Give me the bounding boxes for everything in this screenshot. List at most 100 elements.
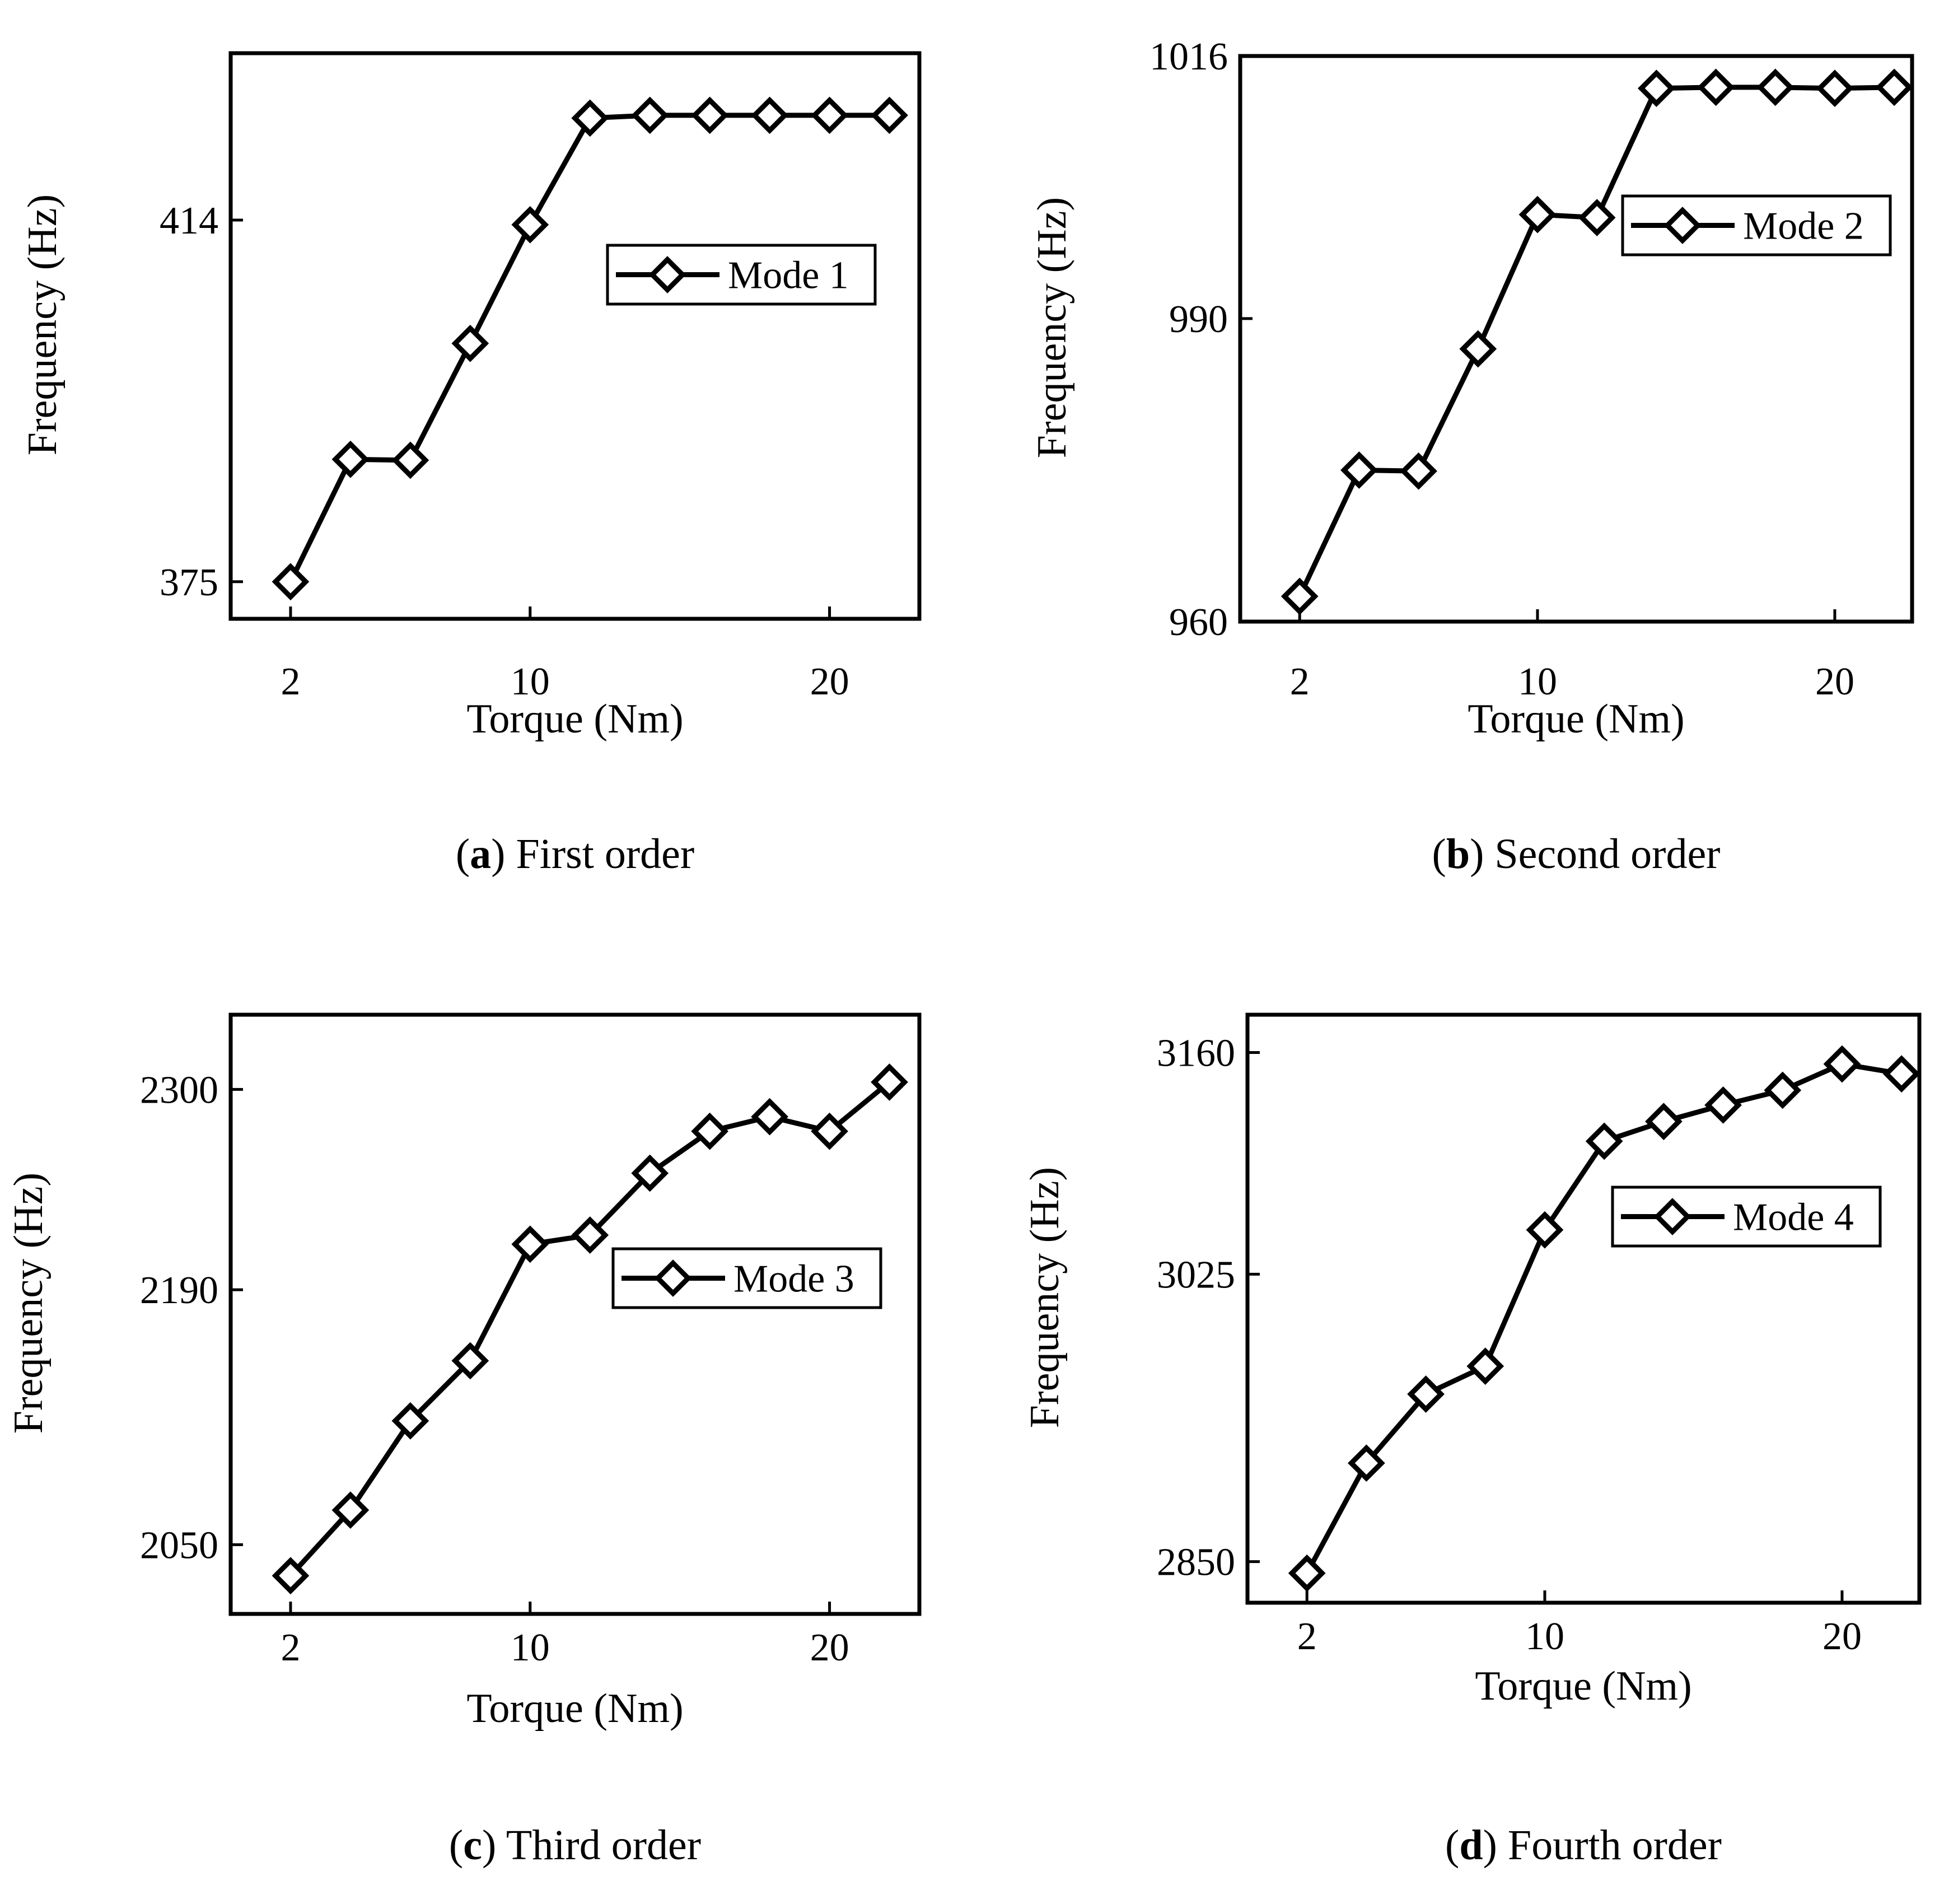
data-point-marker <box>451 1342 489 1380</box>
data-point-marker <box>691 96 729 134</box>
data-point-marker <box>1526 1211 1564 1249</box>
x-axis-title: Torque (Nm) <box>466 696 683 742</box>
legend-label: Mode 3 <box>733 1258 854 1301</box>
data-point-marker <box>272 563 310 601</box>
caption-paren-open: ( <box>456 830 470 878</box>
caption-paren-close: ) <box>491 830 516 878</box>
data-point-marker <box>1578 199 1616 236</box>
legend-label: Mode 2 <box>1743 205 1864 248</box>
caption-letter: d <box>1459 1822 1483 1869</box>
chart-panel-c: 2 10 20 2050 2190 2300 Torque (Nm) Frequency (H… <box>6 1012 922 1869</box>
legend-label: Mode 1 <box>728 254 849 297</box>
caption-paren-open: ( <box>1445 1822 1459 1869</box>
data-point-marker <box>751 1098 788 1136</box>
data-point-marker <box>1637 69 1675 108</box>
plot-frame <box>228 1012 922 1616</box>
data-point-marker <box>1459 330 1497 368</box>
y-tick-label: 960 <box>1169 601 1228 644</box>
data-point-marker <box>1400 452 1437 490</box>
caption-text: Third order <box>506 1822 701 1869</box>
data-point-marker <box>511 1225 549 1263</box>
x-axis-title: Torque (Nm) <box>466 1686 683 1732</box>
x-tick-label: 10 <box>1525 1615 1564 1658</box>
x-tick-label: 2 <box>281 1626 300 1669</box>
data-point-marker <box>871 96 908 134</box>
data-point-marker <box>1281 577 1319 615</box>
data-point-marker <box>1585 1122 1623 1160</box>
y-tick-label: 3160 <box>1157 1032 1235 1075</box>
y-tick-label: 2050 <box>140 1524 218 1567</box>
data-point-marker <box>631 1154 669 1192</box>
legend-marker <box>1653 1198 1691 1235</box>
chart-panel-a: 2 10 20 375 414 Torque (Nm) Frequency (Hz) Mode… <box>20 51 922 878</box>
data-point-marker <box>1875 68 1913 106</box>
data-point-marker <box>1644 1103 1683 1141</box>
x-tick-label: 2 <box>1290 660 1310 703</box>
x-tick-label: 2 <box>1297 1615 1317 1658</box>
x-tick-label: 20 <box>810 1626 849 1669</box>
caption-letter: c <box>463 1822 482 1869</box>
data-point-marker <box>751 96 788 134</box>
data-point-marker <box>871 1063 908 1101</box>
y-tick-label: 3025 <box>1157 1253 1235 1296</box>
data-point-marker <box>331 1491 370 1529</box>
x-axis-title: Torque (Nm) <box>1475 1663 1691 1709</box>
panel-caption: (a) First order <box>456 830 694 878</box>
caption-text: First order <box>516 830 694 878</box>
caption-paren-close: ) <box>482 1822 506 1869</box>
x-tick-label: 20 <box>810 660 849 703</box>
series-line <box>288 113 890 583</box>
x-tick-label: 20 <box>1815 660 1854 703</box>
data-point-marker <box>1340 451 1378 489</box>
data-point-marker <box>511 206 549 244</box>
y-tick-label: 2850 <box>1157 1541 1235 1584</box>
data-point-marker <box>391 1402 429 1440</box>
data-point-marker <box>1823 1045 1861 1083</box>
chart-panel-d: 2 10 20 2850 3025 3160 Torque (Nm) Frequency (H… <box>1022 1012 1922 1869</box>
data-point-marker <box>1704 1086 1742 1124</box>
legend-label: Mode 4 <box>1733 1196 1854 1239</box>
caption-letter: b <box>1446 830 1470 878</box>
caption-text: Second order <box>1494 830 1720 878</box>
x-tick-label: 2 <box>281 660 300 703</box>
y-axis-title: Frequency (Hz) <box>1029 197 1075 458</box>
series-line <box>288 1080 891 1578</box>
plot-frame <box>228 51 922 621</box>
data-point-marker <box>1697 68 1735 106</box>
data-point-marker <box>272 1557 310 1595</box>
x-tick-label: 20 <box>1823 1615 1862 1658</box>
chart-panel-b: 2 10 20 960 990 1016 Torque (Nm) Frequency (Hz)… <box>1029 35 1914 878</box>
legend-box <box>1611 1186 1882 1248</box>
panel-caption: (b) Second order <box>1432 830 1721 878</box>
panel-caption: (c) Third order <box>449 1822 701 1869</box>
plot-frame <box>1238 54 1914 624</box>
data-point-marker <box>1756 68 1795 106</box>
panel-caption: (d) Fourth order <box>1445 1822 1722 1869</box>
plot-frame <box>1245 1012 1922 1605</box>
y-tick-label: 1016 <box>1149 35 1228 78</box>
y-tick-label: 414 <box>160 199 218 242</box>
x-tick-label: 10 <box>511 660 550 703</box>
data-point-marker <box>1816 69 1854 108</box>
caption-paren-close: ) <box>1483 1822 1508 1869</box>
x-tick-label: 10 <box>1518 660 1557 703</box>
data-point-marker <box>1466 1347 1504 1385</box>
data-point-marker <box>451 324 489 362</box>
caption-paren-open: ( <box>449 1822 463 1869</box>
data-point-marker <box>691 1112 729 1150</box>
caption-text: Fourth order <box>1508 1822 1722 1869</box>
data-point-marker <box>1518 195 1557 234</box>
legend-marker <box>654 1259 692 1297</box>
y-tick-label: 990 <box>1169 298 1228 341</box>
legend-marker <box>1663 207 1702 244</box>
data-point-marker <box>1407 1375 1445 1413</box>
y-axis-title: Frequency (Hz) <box>1022 1167 1068 1428</box>
data-point-marker <box>571 99 609 137</box>
data-point-marker <box>1288 1554 1326 1592</box>
data-point-marker <box>811 1112 848 1150</box>
y-axis-title: Frequency (Hz) <box>6 1173 52 1434</box>
data-point-marker <box>631 96 669 134</box>
series-line <box>1297 85 1895 598</box>
y-tick-label: 375 <box>160 561 218 604</box>
